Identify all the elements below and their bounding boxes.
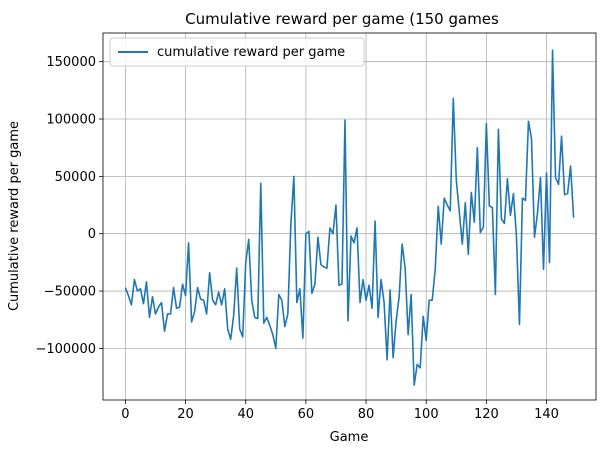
x-tick-label: 40 bbox=[237, 407, 254, 422]
series-layer bbox=[124, 49, 575, 386]
x-axis: 0 20 40 60 80 100 120 140 bbox=[121, 400, 559, 422]
x-tick-label: 20 bbox=[177, 407, 194, 422]
chart-title: Cumulative reward per game (150 games bbox=[185, 10, 499, 28]
x-tick-label: 80 bbox=[358, 407, 375, 422]
y-tick-label: −50000 bbox=[44, 285, 96, 300]
y-tick-label: 0 bbox=[88, 227, 96, 242]
y-tick-label: 100000 bbox=[46, 113, 96, 128]
x-axis-title: Game bbox=[330, 430, 369, 445]
x-tick-label: 120 bbox=[474, 407, 499, 422]
legend-frame bbox=[109, 37, 365, 67]
x-tick-label: 100 bbox=[414, 407, 439, 422]
x-tick-label: 60 bbox=[298, 407, 315, 422]
legend: cumulative reward per game bbox=[109, 37, 365, 67]
series-line bbox=[124, 49, 575, 386]
y-axis-title: Cumulative reward per game bbox=[7, 121, 22, 311]
plot-frame bbox=[102, 32, 597, 401]
y-tick-label: 50000 bbox=[55, 170, 96, 185]
y-tick-label: 150000 bbox=[46, 55, 96, 70]
y-tick-label: −100000 bbox=[35, 342, 96, 357]
x-tick-label: 0 bbox=[121, 407, 129, 422]
legend-label: cumulative reward per game bbox=[157, 45, 345, 60]
y-axis: −100000 −50000 0 50000 100000 150000 bbox=[35, 55, 103, 357]
x-tick-label: 140 bbox=[534, 407, 559, 422]
